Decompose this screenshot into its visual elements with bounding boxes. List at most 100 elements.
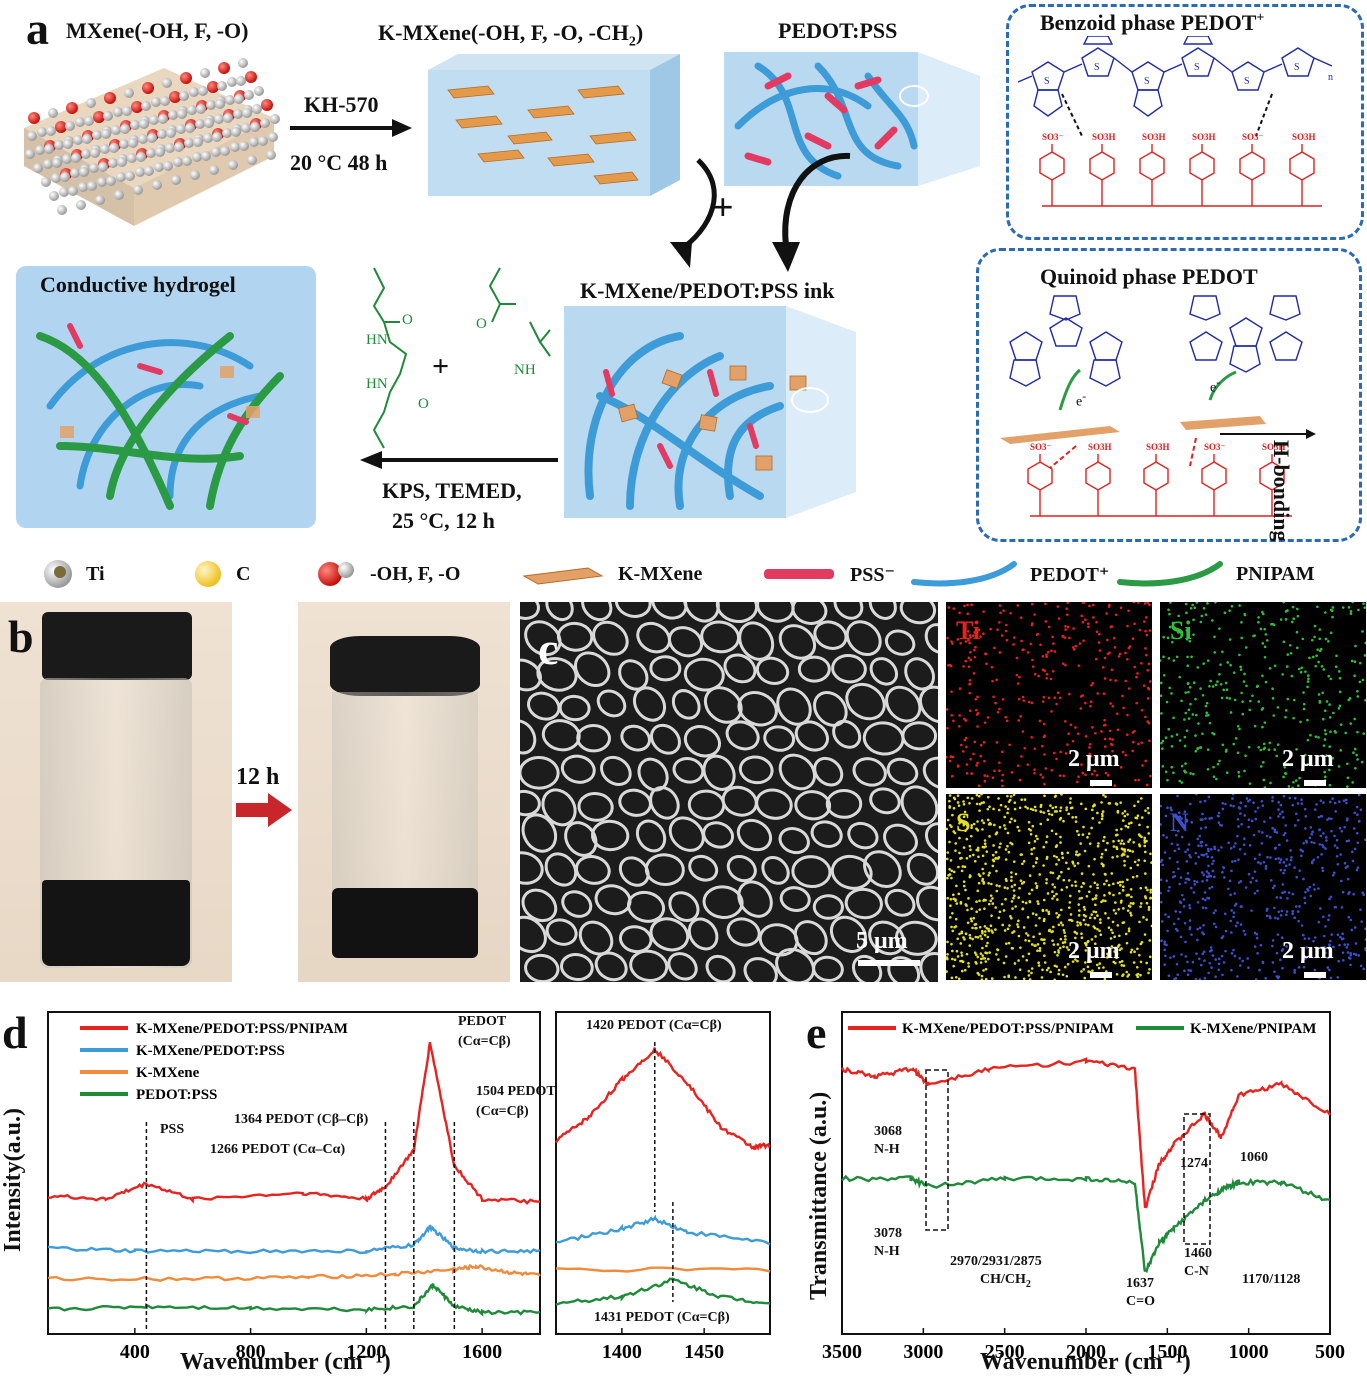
eds-dot	[1067, 626, 1070, 629]
eds-dot	[982, 822, 985, 825]
eds-dot	[1356, 813, 1359, 816]
ti-atom	[201, 151, 211, 161]
eds-dot	[1124, 825, 1127, 828]
eds-dot	[1261, 726, 1264, 729]
eds-dot	[992, 854, 995, 857]
eds-dot	[1140, 741, 1143, 744]
eds-dot	[1148, 908, 1151, 911]
eds-dot	[1074, 931, 1077, 934]
eds-dot	[1334, 730, 1337, 733]
eds-dot	[1212, 860, 1215, 863]
eds-dot	[1184, 762, 1187, 765]
eds-dot	[1003, 909, 1006, 912]
eds-dot	[1239, 812, 1242, 815]
eds-dot	[949, 755, 952, 758]
eds-dot	[1119, 801, 1122, 804]
eds-dot	[1342, 606, 1345, 609]
eds-dot	[1177, 918, 1180, 921]
eds-map-si: Si 2 μm	[1160, 602, 1366, 788]
eds-dot	[1006, 639, 1009, 642]
eds-dot	[1164, 913, 1167, 916]
eds-dot	[995, 870, 998, 873]
eds-dot	[1198, 835, 1201, 838]
eds-dot	[949, 916, 952, 919]
eds-dot	[1192, 961, 1195, 964]
eds-scale-label: 2 μm	[1068, 746, 1120, 773]
ti-atom	[198, 86, 208, 96]
eds-dot	[1249, 881, 1252, 884]
eds-dot	[1206, 602, 1209, 605]
ti-atom	[220, 146, 230, 156]
eds-dot	[992, 865, 995, 868]
eds-dot	[1141, 709, 1144, 712]
eds-dot	[993, 860, 996, 863]
eds-dot	[1076, 781, 1079, 784]
ti-atom	[247, 155, 257, 165]
eds-dot	[995, 679, 998, 682]
eds-dot	[953, 871, 956, 874]
eds-dot	[1127, 909, 1130, 912]
eds-dot	[974, 646, 977, 649]
eds-dot	[970, 772, 973, 775]
eds-dot	[1264, 977, 1267, 980]
eds-dot	[1324, 925, 1327, 928]
eds-dot	[1042, 655, 1045, 658]
eds-dot	[1202, 694, 1205, 697]
eds-dot	[1102, 810, 1105, 813]
eds-dot	[1128, 687, 1131, 690]
eds-dot	[1214, 975, 1217, 978]
eds-dot	[1047, 810, 1050, 813]
eds-dot	[1213, 876, 1216, 879]
sulfonate-label: SO3⁻	[1030, 442, 1052, 452]
eds-dot	[1168, 886, 1171, 889]
eds-dot	[1344, 862, 1347, 865]
eds-dot	[1028, 841, 1031, 844]
eds-dot	[1041, 909, 1044, 912]
x-tick-label: 1600	[462, 1341, 502, 1363]
eds-dot	[1014, 976, 1017, 979]
eds-dot	[1338, 800, 1341, 803]
eds-dot	[1201, 871, 1204, 874]
eds-dot	[1254, 858, 1257, 861]
ti-atom	[171, 175, 181, 185]
eds-dot	[996, 948, 999, 951]
eds-dot	[987, 819, 990, 822]
eds-dot	[1217, 815, 1220, 818]
eds-dot	[1180, 699, 1183, 702]
eds-dot	[958, 714, 961, 717]
sulfonate-label: SO3H	[1142, 132, 1166, 142]
eds-dot	[973, 672, 976, 675]
eds-dot	[998, 708, 1001, 711]
eds-dot	[1272, 623, 1275, 626]
eds-dot	[1210, 949, 1213, 952]
eds-dot	[1326, 700, 1329, 703]
eds-dot	[1088, 832, 1091, 835]
eds-dot	[1339, 677, 1342, 680]
eds-dot	[1241, 700, 1244, 703]
eds-dot	[1304, 891, 1307, 894]
eds-dot	[1342, 951, 1345, 954]
eds-dot	[1074, 645, 1077, 648]
eds-dot	[1160, 805, 1162, 808]
eds-dot	[1149, 891, 1152, 894]
ti-atom	[44, 144, 54, 154]
eds-dot	[1043, 783, 1046, 786]
eds-dot	[950, 690, 953, 693]
eds-dot	[1062, 945, 1065, 948]
eds-dot	[1215, 926, 1218, 929]
eds-dot	[1224, 803, 1227, 806]
eds-dot	[1100, 856, 1103, 859]
eds-dot	[1084, 618, 1087, 621]
eds-dot	[1146, 720, 1149, 723]
eds-dot	[1356, 869, 1359, 872]
eds-dot	[1078, 914, 1081, 917]
eds-dot	[1365, 938, 1366, 941]
eds-dot	[1039, 823, 1042, 826]
eds-dot	[1292, 717, 1295, 720]
eds-dot	[1262, 761, 1265, 764]
eds-dot	[1043, 696, 1046, 699]
ti-atom	[65, 121, 75, 131]
eds-dot	[1296, 631, 1299, 634]
eds-dot	[1350, 610, 1353, 613]
eds-dot	[1020, 879, 1023, 882]
